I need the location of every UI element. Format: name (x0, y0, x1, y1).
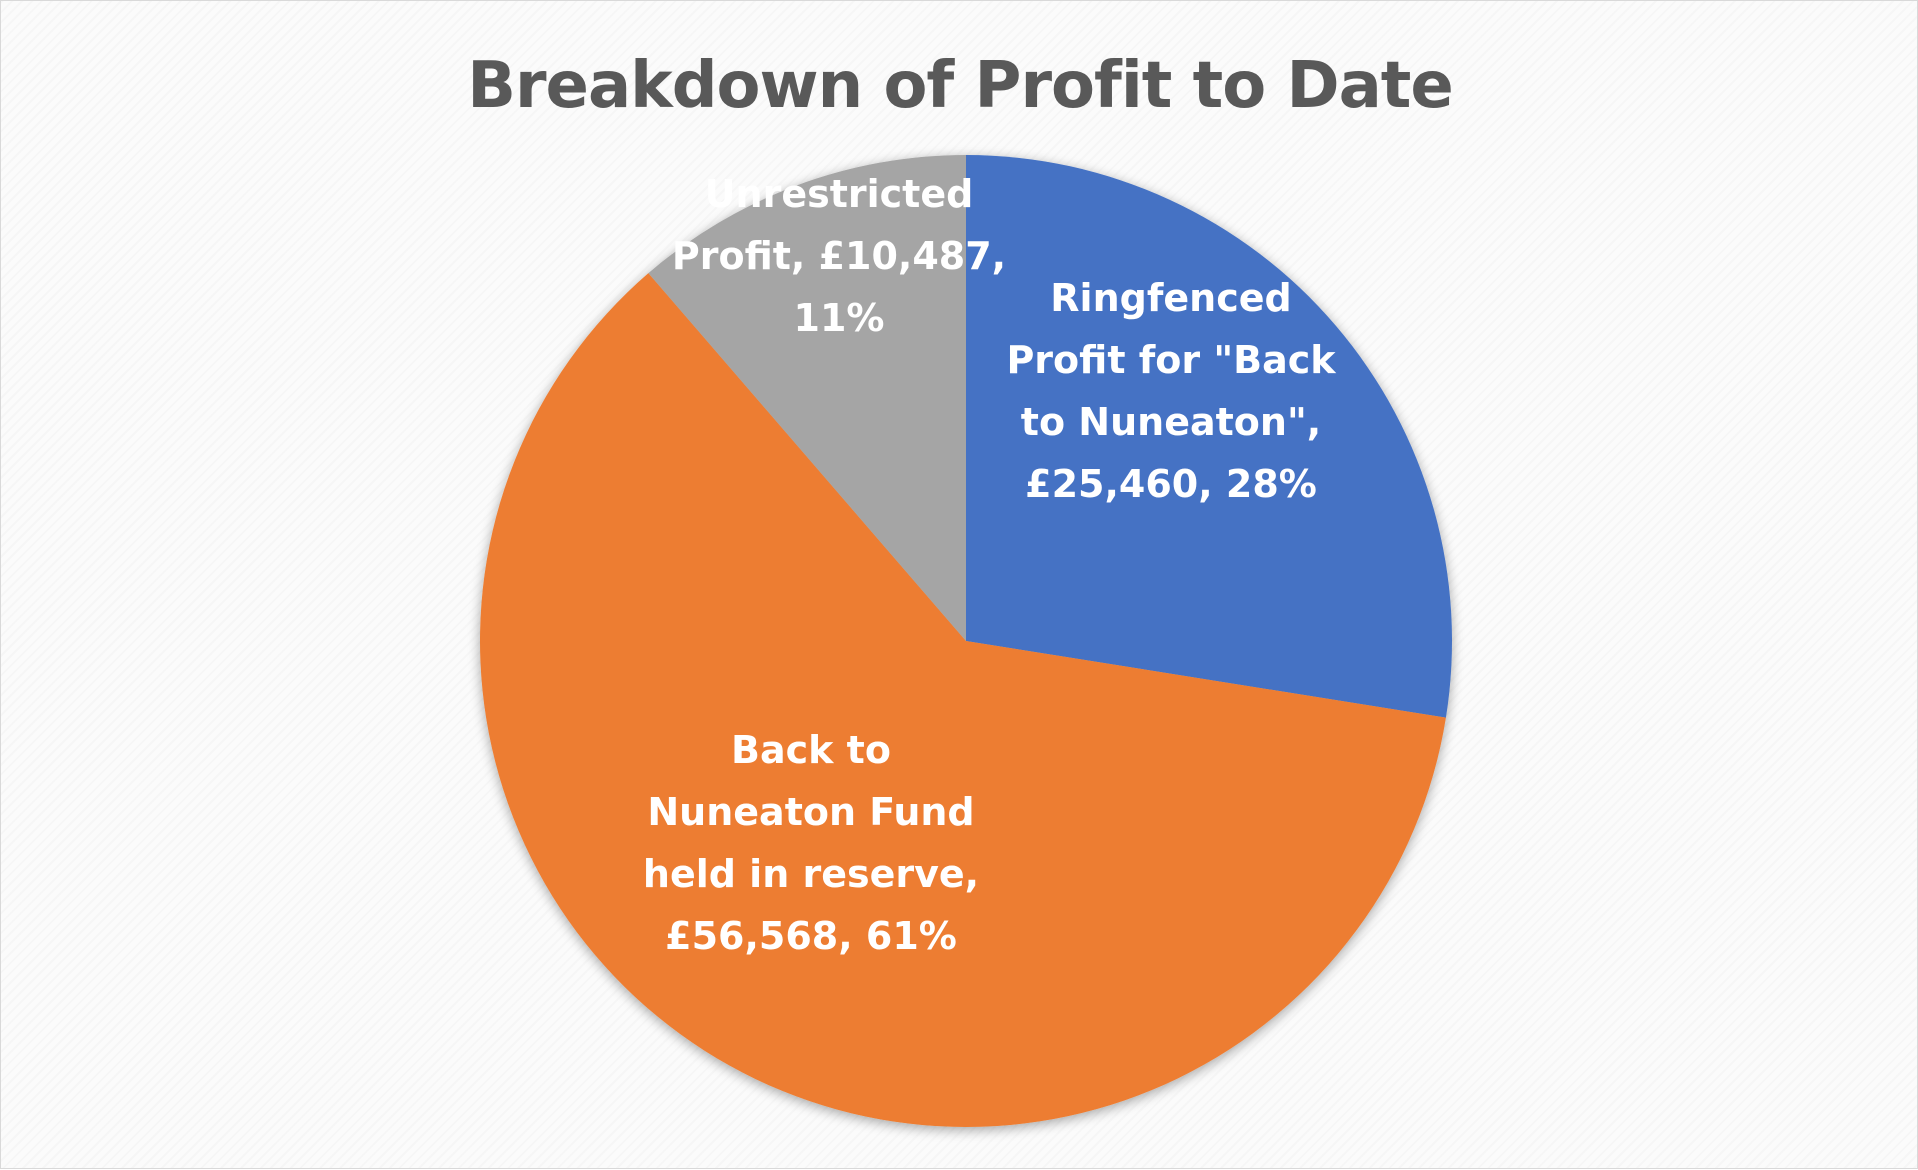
slice-label-line: Profit, £10,487, (672, 234, 1006, 278)
slice-label-line: Nuneaton Fund (647, 790, 974, 834)
slice-label-line: Ringfenced (1050, 276, 1291, 320)
pie-slice-3 (648, 155, 966, 641)
slice-label-1: Ringfenced Profit for "Back to Nuneaton", £… (1006, 276, 1336, 506)
slice-label-line: £56,568, 61% (665, 914, 957, 958)
slice-label-3: Unrestricted Profit, £10,487, 11% (672, 172, 1006, 340)
slice-label-line: Back to (731, 728, 891, 772)
slice-label-2: Back to Nuneaton Fund held in reserve, £56,… (643, 728, 979, 958)
slice-label-line: 11% (794, 296, 885, 340)
pie-slice-2 (479, 273, 1446, 1127)
slice-label-line: Unrestricted (705, 172, 974, 216)
slice-label-line: Profit for "Back (1006, 338, 1336, 382)
slice-label-line: held in reserve, (643, 852, 979, 896)
slice-label-line: to Nuneaton", (1021, 400, 1321, 444)
chart-title: Breakdown of Profit to Date (467, 49, 1454, 123)
slice-label-line: £25,460, 28% (1025, 462, 1317, 506)
pie-slice-1 (966, 155, 1452, 718)
